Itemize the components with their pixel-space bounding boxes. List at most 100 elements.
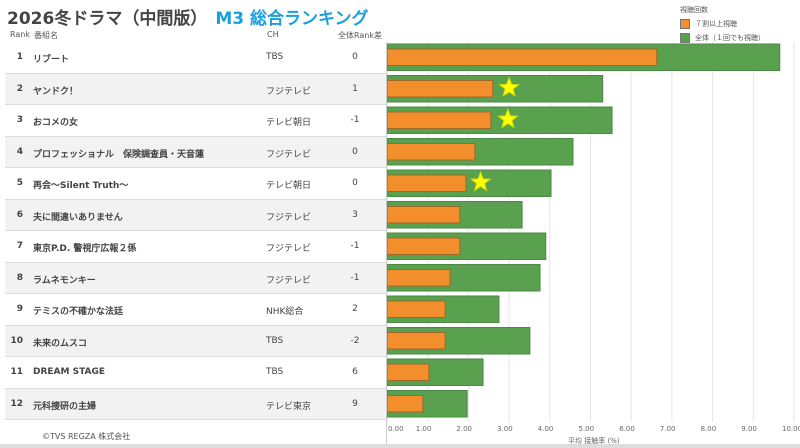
program-name: 未来のムスコ <box>33 338 88 349</box>
channel-cell: フジテレビ <box>266 149 312 160</box>
col-ch-header: CH <box>267 30 279 39</box>
legend-item-over70: ７割以上視聴 <box>680 19 765 29</box>
legend-swatch <box>680 19 690 29</box>
x-tick-label: 10.00 <box>782 425 800 433</box>
channel-cell: テレビ朝日 <box>266 118 312 128</box>
rank-diff-cell: 0 <box>352 146 358 157</box>
table-row: 11 DREAM STAGE TBS 6 <box>5 357 387 389</box>
x-tick-label: 5.00 <box>578 425 595 433</box>
x-tick-label: 0.00 <box>388 425 404 433</box>
table-row: 8 ラムネモンキー フジテレビ -1 <box>5 262 387 294</box>
bar-over70 <box>387 48 658 66</box>
table-row: 9 テミスの不確かな法廷 NHK総合 2 <box>5 294 387 326</box>
title-sub: M3 総合ランキング <box>215 9 369 29</box>
rank-diff-cell: -1 <box>350 241 360 251</box>
program-name: ラムネモンキー <box>33 275 96 286</box>
table-row: 7 東京P.D. 警視庁広報２係 フジテレビ -1 <box>5 231 387 263</box>
bar-over70 <box>387 174 467 192</box>
channel-cell: テレビ東京 <box>266 401 312 412</box>
table-row: 10 未来のムスコ TBS -2 <box>5 325 387 357</box>
x-tick-label: 9.00 <box>741 425 757 433</box>
channel-cell: フジテレビ <box>266 244 312 254</box>
channel-cell: TBS <box>266 335 284 346</box>
rank-cell: 12 <box>10 398 23 409</box>
x-tick-label: 3.00 <box>497 425 513 433</box>
bar-over70 <box>387 206 461 224</box>
col-diff-header: 全体Rank差 <box>338 31 382 40</box>
col-name-header: 番組名 <box>34 31 58 40</box>
bar-over70 <box>387 143 476 161</box>
legend-title: 視聴回数 <box>680 6 708 14</box>
rank-diff-cell: 2 <box>352 304 358 314</box>
channel-cell: TBS <box>266 52 284 62</box>
bar-chart <box>387 42 795 422</box>
legend: 視聴回数 ７割以上視聴 全体（１回でも視聴） <box>680 5 765 43</box>
program-name: おコメの女 <box>33 118 79 128</box>
rank-diff-cell: -2 <box>350 335 360 346</box>
x-tick-label: 6.00 <box>619 425 635 433</box>
star-marker <box>498 76 520 97</box>
x-tick-label: 8.00 <box>700 425 717 433</box>
legend-swatch <box>680 33 690 43</box>
rank-diff-cell: -1 <box>350 272 360 283</box>
program-name: 元科捜研の主婦 <box>33 401 97 412</box>
rank-cell: 6 <box>16 209 23 220</box>
x-tick-label: 7.00 <box>659 425 676 433</box>
rank-cell: 8 <box>16 272 23 283</box>
program-name: リブート <box>33 55 70 65</box>
rank-cell: 11 <box>10 367 23 377</box>
bar-over70 <box>387 332 446 350</box>
rank-diff-cell: 0 <box>352 178 358 188</box>
bar-over70 <box>387 300 446 318</box>
rank-diff-cell: 1 <box>352 83 358 94</box>
x-tick-label: 4.00 <box>537 425 554 433</box>
rank-diff-cell: 9 <box>352 398 358 409</box>
channel-cell: TBS <box>266 367 284 377</box>
rank-cell: 5 <box>16 178 23 188</box>
col-rank-header: Rank <box>10 30 30 39</box>
rank-diff-cell: -1 <box>350 115 360 125</box>
channel-cell: フジテレビ <box>266 212 312 223</box>
rank-diff-cell: 6 <box>352 367 358 377</box>
bar-over70 <box>387 80 494 98</box>
rank-cell: 10 <box>10 335 23 346</box>
table-row: 3 おコメの女 テレビ朝日 -1 <box>5 105 387 137</box>
program-name: 東京P.D. 警視庁広報２係 <box>33 244 137 254</box>
table-row: 6 夫に間違いありません フジテレビ 3 <box>5 199 387 231</box>
table-row: 4 プロフェッショナル 保険調査員・天音蓮 フジテレビ 0 <box>5 136 387 168</box>
bar-over70 <box>387 237 461 255</box>
channel-cell: フジテレビ <box>266 86 312 97</box>
bar-over70 <box>387 363 430 381</box>
x-tick-label: 1.00 <box>415 425 432 433</box>
rank-cell: 7 <box>16 241 23 251</box>
bar-over70 <box>387 111 492 129</box>
table-row: 2 ヤンドク！ フジテレビ 1 <box>5 73 387 105</box>
legend-label: ７割以上視聴 <box>695 20 737 28</box>
channel-cell: フジテレビ <box>266 275 312 286</box>
program-name: テミスの不確かな法廷 <box>33 307 124 317</box>
program-name: 夫に間違いありません <box>33 212 123 223</box>
program-name: プロフェッショナル 保険調査員・天音蓮 <box>33 149 205 160</box>
rank-cell: 9 <box>16 304 23 314</box>
bar-over70 <box>387 269 451 287</box>
rank-cell: 4 <box>16 146 23 157</box>
page-title: 2026冬ドラマ（中間版） M3 総合ランキング <box>7 4 368 29</box>
program-name: DREAM STAGE <box>33 367 106 377</box>
rank-diff-cell: 0 <box>352 52 358 62</box>
bar-over70 <box>387 395 424 413</box>
rank-cell: 2 <box>16 83 23 94</box>
table-row: 1 リブート TBS 0 <box>5 42 387 74</box>
rank-cell: 1 <box>16 52 23 62</box>
star-marker <box>497 107 519 129</box>
copyright: ©TVS REGZA 株式会社 <box>42 432 131 441</box>
x-tick-label: 2.00 <box>456 425 472 433</box>
channel-cell: NHK総合 <box>266 307 304 317</box>
table-row: 12 元科捜研の主婦 テレビ東京 9 <box>5 388 387 420</box>
star-marker <box>469 170 492 192</box>
table-row: 5 再会～Silent Truth～ テレビ朝日 0 <box>5 168 387 200</box>
x-axis-label: 平均 接触率 (%) <box>568 437 620 445</box>
program-name: ヤンドク！ <box>33 86 79 97</box>
legend-label: 全体（１回でも視聴） <box>695 34 765 42</box>
legend-item-all: 全体（１回でも視聴） <box>680 33 765 43</box>
